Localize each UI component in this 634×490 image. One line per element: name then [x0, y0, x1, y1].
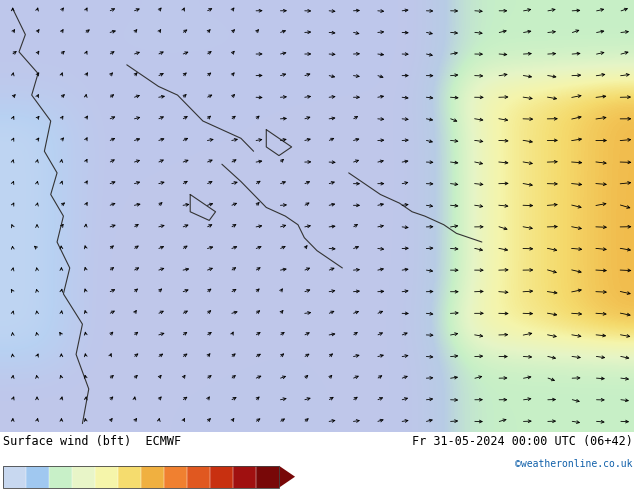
Bar [95, 466, 118, 488]
Bar [72, 466, 95, 488]
Bar [141, 466, 164, 488]
Bar [187, 466, 210, 488]
Bar [256, 466, 279, 488]
Bar [26, 466, 49, 488]
Text: Fr 31-05-2024 00:00 UTC (06+42): Fr 31-05-2024 00:00 UTC (06+42) [412, 435, 633, 448]
Bar [210, 466, 233, 488]
Text: Surface wind (bft)  ECMWF: Surface wind (bft) ECMWF [3, 435, 181, 448]
Bar [3, 466, 26, 488]
Bar [164, 466, 187, 488]
Text: ©weatheronline.co.uk: ©weatheronline.co.uk [515, 459, 633, 469]
Bar [233, 466, 256, 488]
Bar [3, 466, 279, 488]
Bar [118, 466, 141, 488]
Polygon shape [279, 466, 295, 488]
Bar [49, 466, 72, 488]
